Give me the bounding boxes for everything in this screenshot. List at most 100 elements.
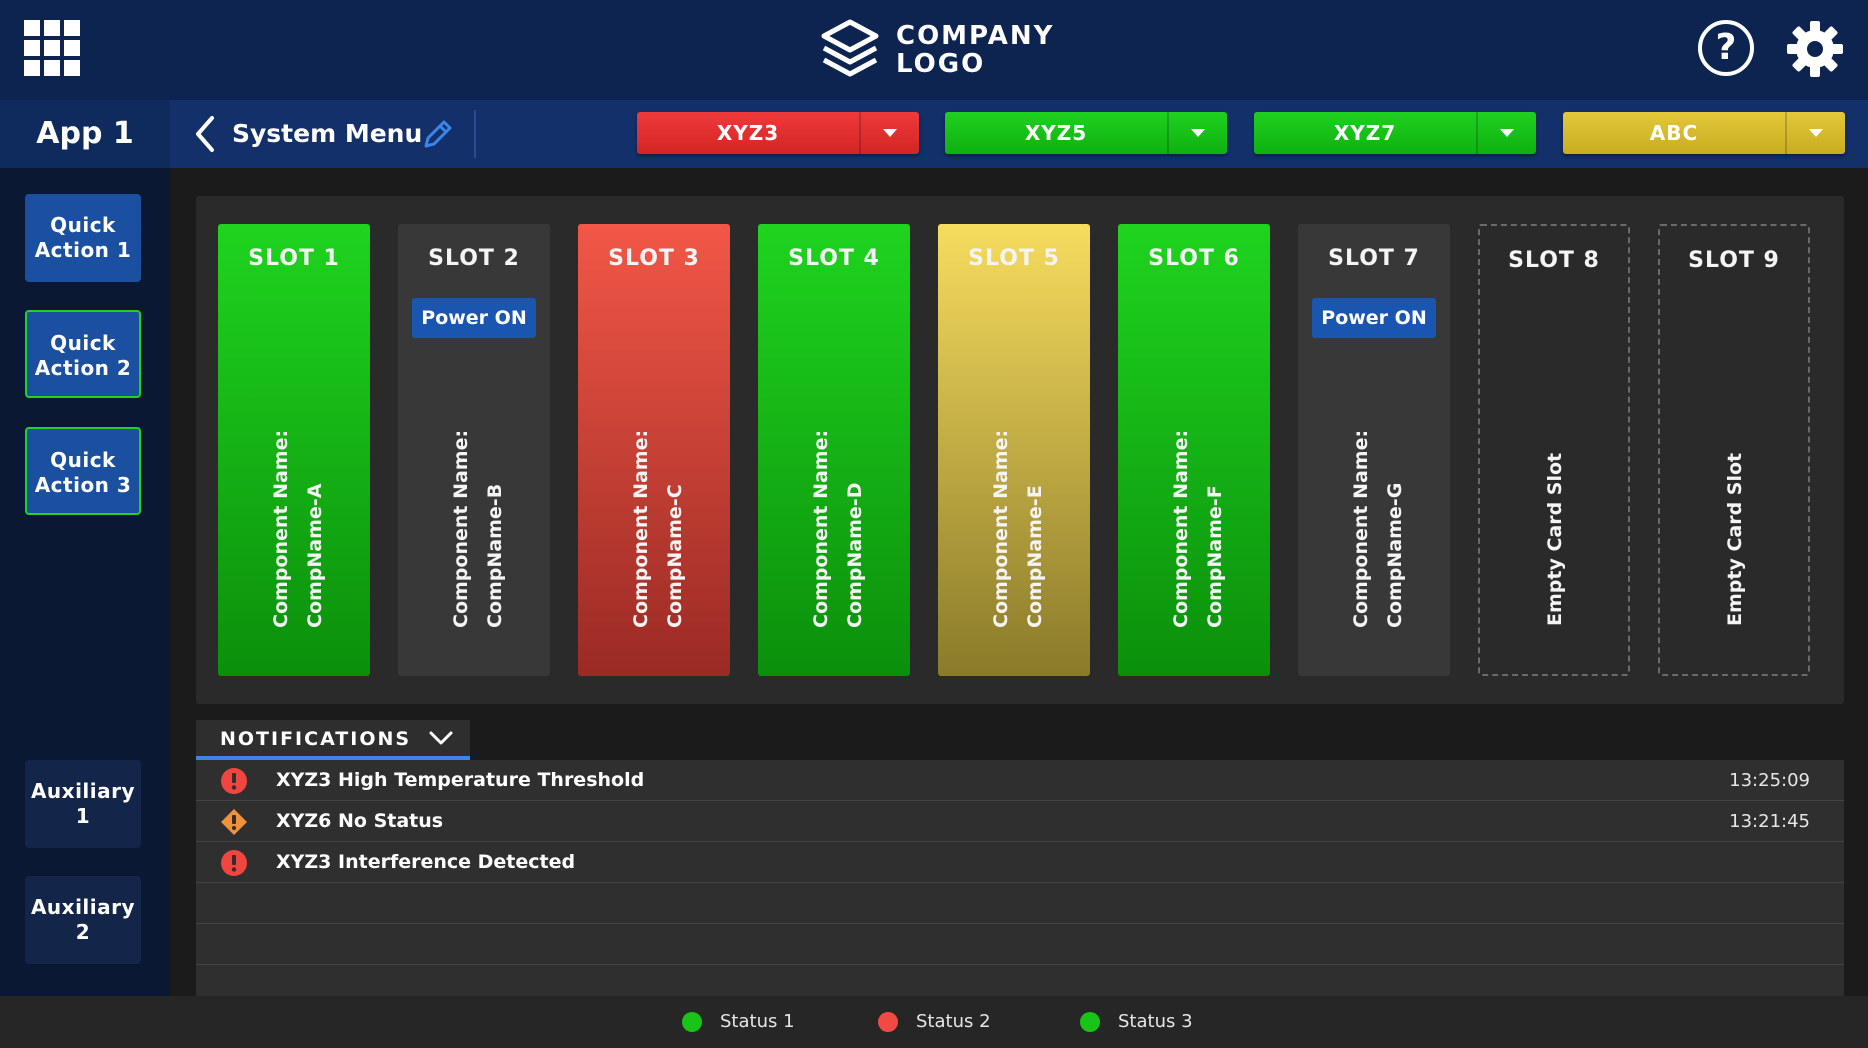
notification-text: XYZ3 Interference Detected bbox=[276, 851, 576, 873]
button-label-line2: 2 bbox=[75, 920, 91, 944]
caret-down-icon bbox=[1191, 129, 1205, 137]
slot-panel: SLOT 1 Component Name: CompName-A SLOT 2… bbox=[196, 196, 1844, 704]
error-alert-icon bbox=[221, 850, 247, 876]
slot-title: SLOT 4 bbox=[788, 246, 880, 271]
gear-icon[interactable] bbox=[1786, 20, 1844, 78]
notifications-tab-label: NOTIFICATIONS bbox=[220, 728, 412, 750]
component-name-label: Component Name: bbox=[810, 429, 832, 628]
button-label-line2: 1 bbox=[75, 804, 91, 828]
button-label-line2: Action 2 bbox=[34, 356, 132, 380]
component-name-label: Component Name: bbox=[630, 429, 652, 628]
quick-action-1-button[interactable]: Quick Action 1 bbox=[25, 194, 141, 282]
status-label: Status 1 bbox=[720, 1011, 795, 1032]
notifications-list: XYZ3 High Temperature Threshold 13:25:09… bbox=[196, 760, 1844, 996]
component-name-value: CompName-C bbox=[664, 484, 686, 628]
dropdown-abc[interactable]: ABC bbox=[1563, 112, 1845, 154]
slot-title: SLOT 5 bbox=[968, 246, 1060, 271]
app-grid-icon[interactable] bbox=[24, 20, 80, 76]
help-button[interactable]: ? bbox=[1698, 20, 1754, 76]
component-name-value: CompName-D bbox=[844, 482, 866, 628]
dropdown-xyz5[interactable]: XYZ5 bbox=[945, 112, 1227, 154]
notification-row[interactable]: XYZ6 No Status 13:21:45 bbox=[196, 801, 1844, 842]
logo-text-line2: LOGO bbox=[896, 49, 986, 79]
slot-5-card[interactable]: SLOT 5 Component Name: CompName-E bbox=[938, 224, 1090, 676]
dropdown-label: XYZ5 bbox=[1024, 121, 1088, 145]
quick-action-3-button[interactable]: Quick Action 3 bbox=[25, 427, 141, 515]
slot-title: SLOT 2 bbox=[428, 246, 520, 271]
question-icon: ? bbox=[1715, 27, 1737, 68]
notification-text: XYZ3 High Temperature Threshold bbox=[276, 769, 645, 791]
logo-text-line1: COMPANY bbox=[896, 21, 1055, 51]
component-name-label: Component Name: bbox=[990, 429, 1012, 628]
notification-row[interactable]: XYZ3 High Temperature Threshold 13:25:09 bbox=[196, 760, 1844, 801]
empty-slot-label: Empty Card Slot bbox=[1724, 452, 1746, 626]
notification-time: 13:25:09 bbox=[1729, 770, 1810, 791]
notifications-tab[interactable]: NOTIFICATIONS bbox=[196, 720, 470, 760]
slot-title: SLOT 3 bbox=[608, 246, 700, 271]
error-alert-icon bbox=[221, 768, 247, 794]
notification-row-empty bbox=[196, 924, 1844, 965]
dropdown-label: ABC bbox=[1649, 121, 1699, 145]
component-name-value: CompName-B bbox=[484, 483, 506, 628]
slot-3-card[interactable]: SLOT 3 Component Name: CompName-C bbox=[578, 224, 730, 676]
chevron-left-icon[interactable] bbox=[190, 114, 220, 154]
status-dot-icon bbox=[1080, 1012, 1100, 1032]
slot-title: SLOT 9 bbox=[1688, 248, 1780, 273]
slot-title: SLOT 8 bbox=[1508, 248, 1600, 273]
slot-8-card[interactable]: SLOT 8 Empty Card Slot bbox=[1478, 224, 1630, 676]
auxiliary-2-button[interactable]: Auxiliary 2 bbox=[25, 876, 141, 964]
button-label-line1: Quick bbox=[50, 213, 116, 237]
dropdown-xyz7[interactable]: XYZ7 bbox=[1254, 112, 1536, 154]
logo-layers-icon bbox=[821, 19, 879, 77]
chevron-down-icon bbox=[429, 731, 453, 745]
component-name-value: CompName-F bbox=[1204, 485, 1226, 628]
caret-down-icon bbox=[1500, 129, 1514, 137]
slot-title: SLOT 7 bbox=[1328, 246, 1420, 271]
power-on-button[interactable]: Power ON bbox=[412, 298, 536, 338]
slot-6-card[interactable]: SLOT 6 Component Name: CompName-F bbox=[1118, 224, 1270, 676]
component-name-value: CompName-A bbox=[304, 483, 326, 628]
button-label-line1: Quick bbox=[50, 331, 116, 355]
status-dot-icon bbox=[682, 1012, 702, 1032]
caret-down-icon bbox=[883, 129, 897, 137]
slot-2-card[interactable]: SLOT 2 Power ON Component Name: CompName… bbox=[398, 224, 550, 676]
power-on-button[interactable]: Power ON bbox=[1312, 298, 1436, 338]
dropdown-label: XYZ7 bbox=[1333, 121, 1397, 145]
company-logo: COMPANY LOGO bbox=[818, 18, 1058, 82]
component-name-value: CompName-E bbox=[1024, 485, 1046, 628]
main-content: SLOT 1 Component Name: CompName-A SLOT 2… bbox=[170, 168, 1868, 996]
slot-7-card[interactable]: SLOT 7 Power ON Component Name: CompName… bbox=[1298, 224, 1450, 676]
component-name-label: Component Name: bbox=[450, 429, 472, 628]
auxiliary-1-button[interactable]: Auxiliary 1 bbox=[25, 760, 141, 848]
sub-header: App 1 System Menu XYZ3 XYZ5 XYZ7 ABC bbox=[0, 100, 1868, 168]
component-name-label: Component Name: bbox=[270, 429, 292, 628]
slot-1-card[interactable]: SLOT 1 Component Name: CompName-A bbox=[218, 224, 370, 676]
notification-row-empty bbox=[196, 883, 1844, 924]
status-label: Status 3 bbox=[1118, 1011, 1193, 1032]
slot-title: SLOT 1 bbox=[248, 246, 340, 271]
dropdown-xyz3[interactable]: XYZ3 bbox=[637, 112, 919, 154]
button-label-line2: Action 3 bbox=[34, 473, 132, 497]
caret-down-icon bbox=[1809, 129, 1823, 137]
notification-row[interactable]: XYZ3 Interference Detected bbox=[196, 842, 1844, 883]
button-label-line2: Action 1 bbox=[34, 238, 132, 262]
divider bbox=[474, 110, 476, 158]
quick-action-2-button[interactable]: Quick Action 2 bbox=[25, 310, 141, 398]
app-title: App 1 bbox=[0, 100, 170, 168]
slot-4-card[interactable]: SLOT 4 Component Name: CompName-D bbox=[758, 224, 910, 676]
empty-slot-label: Empty Card Slot bbox=[1544, 452, 1566, 626]
slot-title: SLOT 6 bbox=[1148, 246, 1240, 271]
status-dot-icon bbox=[878, 1012, 898, 1032]
button-label-line1: Auxiliary bbox=[30, 779, 136, 803]
component-name-label: Component Name: bbox=[1170, 429, 1192, 628]
status-label: Status 2 bbox=[916, 1011, 991, 1032]
slot-9-card[interactable]: SLOT 9 Empty Card Slot bbox=[1658, 224, 1810, 676]
menu-title: System Menu bbox=[232, 119, 423, 148]
button-label-line1: Auxiliary bbox=[30, 895, 136, 919]
dropdown-label: XYZ3 bbox=[716, 121, 780, 145]
pencil-icon[interactable] bbox=[420, 118, 454, 152]
notification-text: XYZ6 No Status bbox=[276, 810, 444, 832]
top-header: COMPANY LOGO ? bbox=[0, 0, 1868, 100]
component-name-value: CompName-G bbox=[1384, 482, 1406, 628]
notification-time: 13:21:45 bbox=[1729, 811, 1810, 832]
